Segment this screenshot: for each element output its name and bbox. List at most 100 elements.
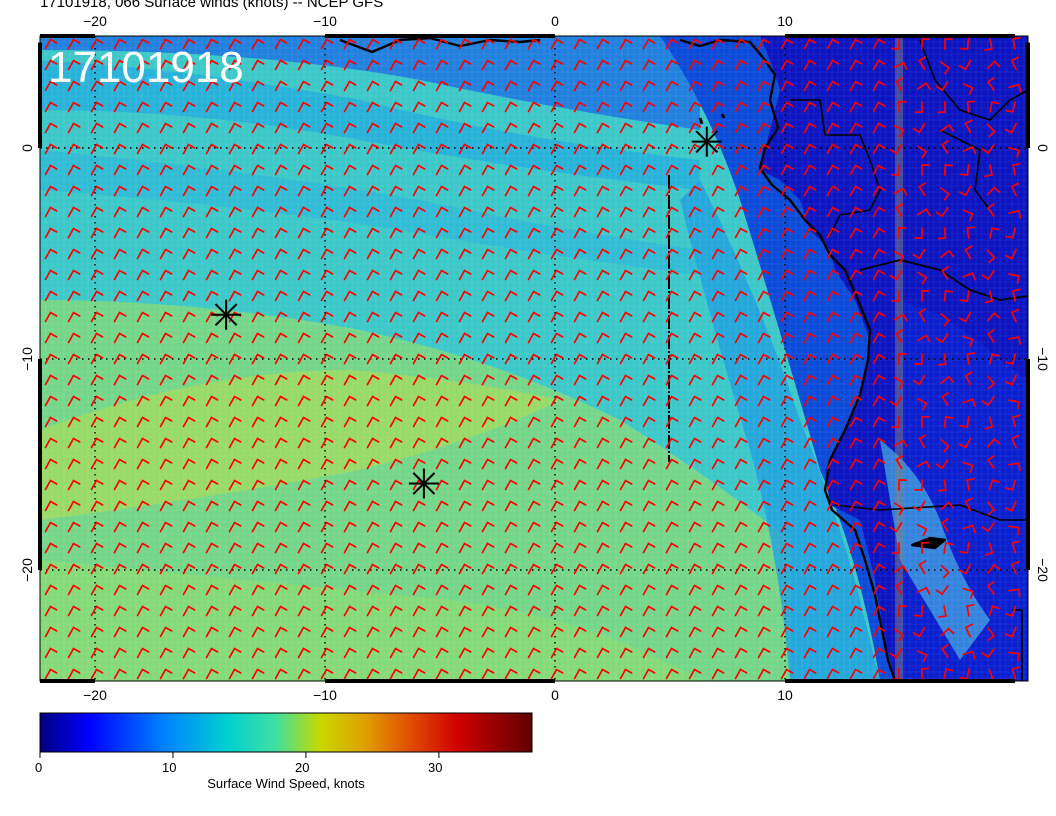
wind-barb [90, 101, 104, 113]
wind-barb [1004, 248, 1017, 260]
wind-barb [113, 80, 127, 92]
wind-barb [90, 437, 104, 449]
wind-barb [366, 122, 380, 134]
wind-barb [1005, 101, 1016, 113]
wind-barb [412, 311, 426, 323]
wind-barb [205, 563, 219, 575]
wind-barb [458, 416, 472, 428]
wind-barb [734, 269, 748, 281]
wind-barb [826, 353, 840, 365]
wind-barb [962, 145, 977, 155]
wind-barb [297, 248, 311, 260]
wind-barb [366, 374, 380, 386]
wind-barb [780, 290, 794, 302]
wind-barb [274, 437, 288, 449]
wind-barb [90, 353, 104, 365]
wind-barb [320, 248, 334, 260]
wind-barb [228, 185, 242, 197]
wind-barb [826, 311, 840, 323]
wind-barb [458, 59, 472, 71]
wind-barb [90, 332, 104, 344]
wind-barb [113, 374, 127, 386]
wind-barb [527, 521, 541, 533]
wind-barb [67, 311, 81, 323]
wind-barb [966, 603, 975, 617]
wind-barb [366, 584, 380, 596]
wind-barb [251, 122, 265, 134]
wind-barb [504, 584, 518, 596]
wind-barb [389, 458, 403, 470]
wind-barb [912, 248, 926, 260]
lon-tick-label-top: −20 [83, 13, 107, 29]
wind-barb [826, 164, 840, 176]
wind-barb [297, 290, 311, 302]
wind-barb [711, 374, 725, 386]
wind-barb [44, 206, 58, 218]
wind-barb [734, 227, 748, 239]
wind-barb [573, 80, 587, 92]
wind-barb [481, 248, 495, 260]
wind-barb [251, 437, 265, 449]
wind-barb [205, 437, 219, 449]
wind-barb [504, 206, 518, 218]
wind-barb [1008, 336, 1022, 345]
wind-barb [297, 395, 311, 407]
wind-barb [734, 584, 748, 596]
wind-barb [228, 563, 242, 575]
wind-barb [366, 164, 380, 176]
wind-barb [935, 585, 949, 596]
wind-barb [481, 38, 495, 50]
wind-barb [527, 101, 541, 113]
wind-barb [182, 80, 196, 92]
wind-barb [665, 584, 679, 596]
wind-barb [665, 248, 679, 260]
wind-barb [849, 605, 863, 617]
wind-barb [941, 140, 950, 155]
wind-barb [251, 605, 265, 617]
wind-barb [803, 668, 817, 680]
wind-barb [297, 647, 311, 659]
wind-barb [251, 563, 265, 575]
wind-barb [959, 38, 970, 50]
wind-barb [803, 101, 817, 113]
wind-barb [780, 143, 794, 155]
wind-barb [872, 647, 886, 659]
wind-barb [757, 101, 771, 113]
wind-barb [619, 584, 633, 596]
wind-barb [688, 563, 702, 575]
wind-barb [916, 397, 928, 411]
wind-barb [897, 100, 907, 113]
wind-barb [940, 312, 951, 327]
lon-tick-label-top: 0 [551, 13, 559, 29]
wind-barb [44, 38, 58, 50]
wind-barb [90, 521, 104, 533]
wind-barb [458, 584, 472, 596]
wind-barb [67, 353, 81, 365]
wind-barb [205, 353, 219, 365]
lon-tick-label-bottom: −20 [83, 687, 107, 703]
wind-barb [435, 143, 449, 155]
wind-barb [803, 479, 817, 491]
wind-barb [159, 38, 173, 50]
wind-barb [573, 269, 587, 281]
wind-barb [412, 521, 426, 533]
wind-barb [849, 59, 863, 71]
wind-barb [757, 416, 771, 428]
wind-barb [872, 122, 886, 134]
wind-barb [780, 395, 794, 407]
wind-barb [573, 206, 587, 218]
wind-barb [958, 311, 972, 323]
wind-barb [44, 479, 58, 491]
wind-barb [504, 38, 518, 50]
wind-barb [366, 353, 380, 365]
wind-barb [943, 290, 954, 302]
wind-barb [90, 374, 104, 386]
wind-barb [205, 143, 219, 155]
wind-barb [228, 437, 242, 449]
wind-barb [596, 668, 610, 680]
wind-barb [320, 479, 334, 491]
wind-barb [435, 290, 449, 302]
wind-barb [734, 374, 748, 386]
wind-barb [251, 500, 265, 512]
wind-barb [898, 353, 907, 365]
